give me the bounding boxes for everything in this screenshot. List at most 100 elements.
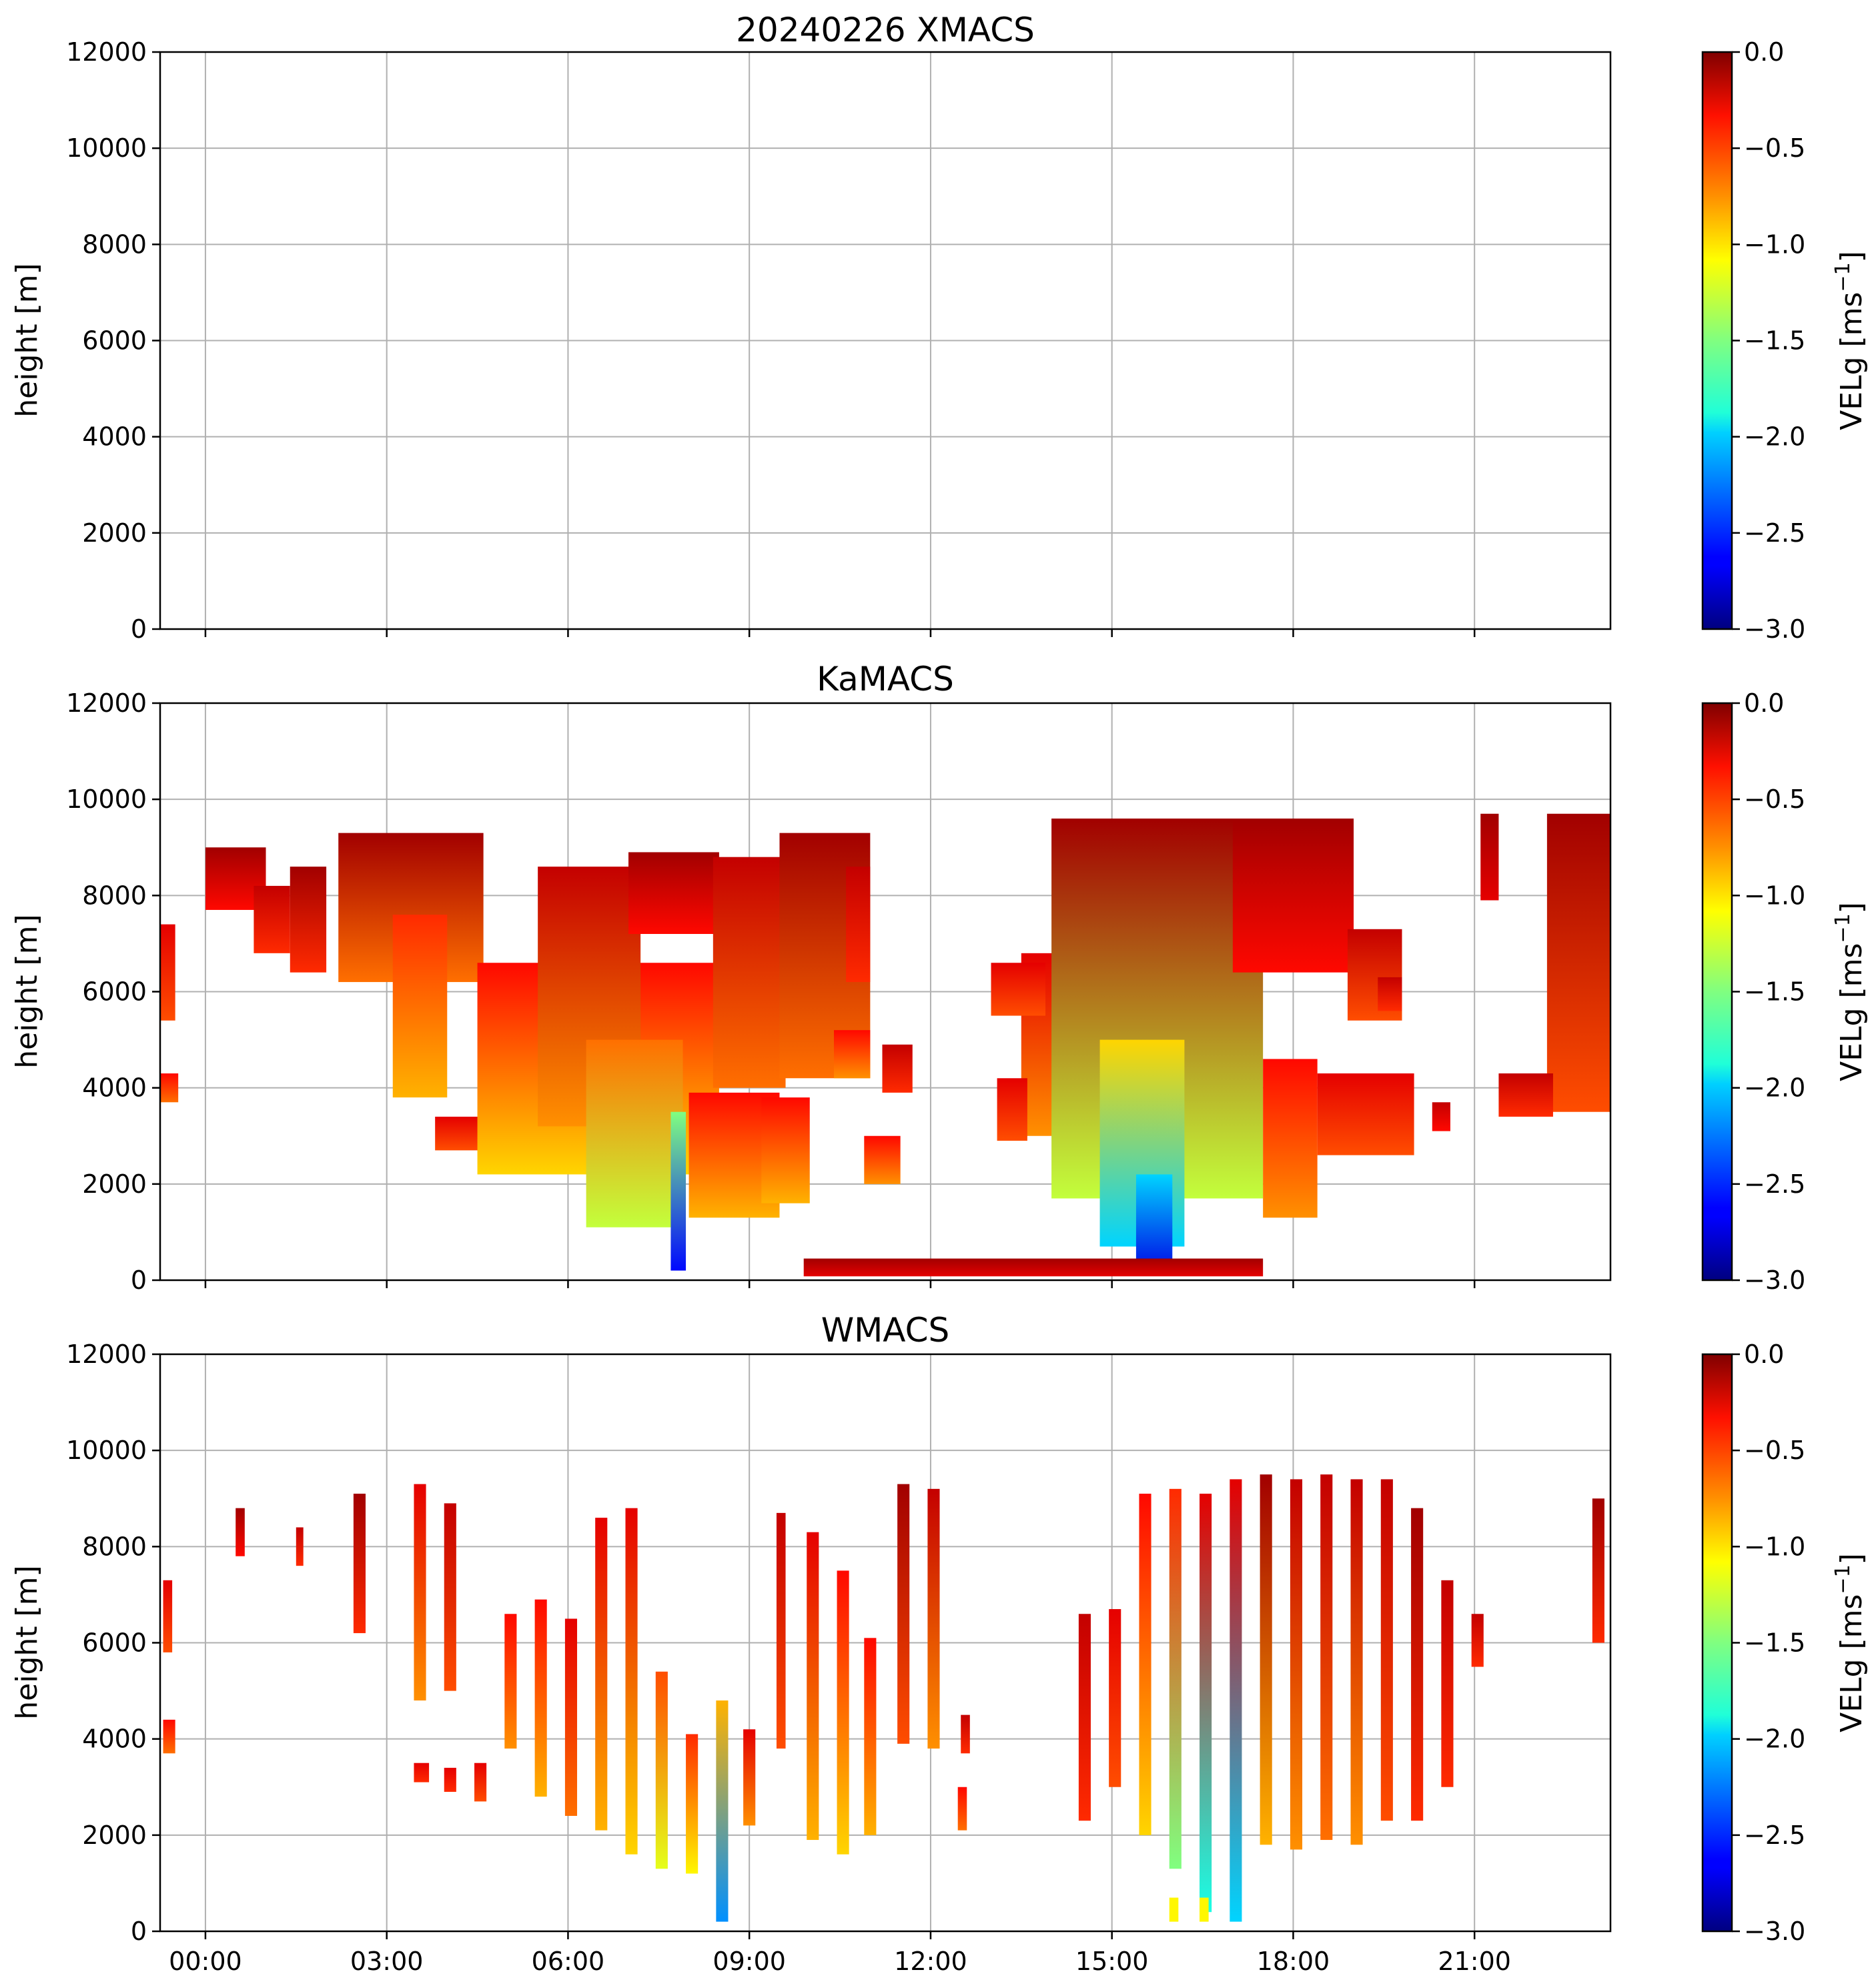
colorbar-tick-label: −2.0 (1744, 422, 1805, 452)
colorbar-tick-label: −1.5 (1744, 326, 1805, 356)
y-tick-label: 4000 (82, 1724, 147, 1754)
echo-region (1109, 1609, 1121, 1787)
y-axis-label: height [m] (10, 263, 44, 417)
colorbar-label: VELg [ms−1] (1831, 1553, 1869, 1732)
y-axis: 0 2000 4000 6000 8000 10000 12000 (66, 1340, 160, 1946)
echo-region (474, 1763, 487, 1802)
echo-region (1471, 1614, 1484, 1667)
echo-region (1350, 1479, 1363, 1845)
colorbar-tick-label: −1.5 (1744, 1628, 1805, 1658)
echo-region (864, 1638, 877, 1835)
echo-region (655, 1671, 668, 1869)
echo-region (846, 867, 871, 983)
colorbar-tick-label: −1.0 (1744, 1532, 1805, 1561)
echo-region (534, 1599, 547, 1797)
echo-region (1498, 1073, 1553, 1117)
echo-region (743, 1729, 756, 1826)
y-tick-label: 6000 (82, 1628, 147, 1658)
x-axis (204, 1280, 1476, 1288)
y-tick-label: 8000 (82, 229, 147, 259)
echo-region (444, 1767, 456, 1792)
y-tick-label: 0 (131, 614, 147, 644)
colorbar: 0.0 −0.5 −1.0 −1.5 −2.0 −2.5 −3.0 VELg [ms−1] (1701, 688, 1869, 1295)
y-tick-label: 6000 (82, 977, 147, 1007)
y-tick-label: 2000 (82, 1169, 147, 1199)
echo-region (1432, 1102, 1450, 1131)
echo-region (1232, 819, 1354, 973)
x-tick-label: 09:00 (713, 1947, 786, 1976)
y-tick-label: 8000 (82, 1532, 147, 1561)
echo-region (957, 1787, 967, 1831)
y-tick-label: 10000 (66, 1436, 147, 1465)
colorbar-tick-label: −3.0 (1744, 614, 1805, 644)
echo-region (1200, 1494, 1212, 1913)
colorbar-label-end: ] (1835, 1553, 1869, 1564)
y-tick-label: 12000 (66, 688, 147, 718)
colorbar-tick-label: −2.0 (1744, 1073, 1805, 1103)
echo-region (1263, 1059, 1318, 1218)
colorbar-gradient (1703, 52, 1732, 629)
echo-region (897, 1484, 910, 1744)
echo-region (1592, 1498, 1604, 1643)
colorbar-tick-label: 0.0 (1744, 1340, 1784, 1369)
colorbar-gradient (1703, 1354, 1732, 1931)
colorbar-tick-label: 0.0 (1744, 688, 1784, 718)
y-tick-label: 0 (131, 1266, 147, 1295)
x-tick-label: 15:00 (1075, 1947, 1149, 1976)
echo-region (716, 1700, 729, 1922)
echo-region (1546, 813, 1610, 1112)
colorbar-tick-label: −3.0 (1744, 1917, 1805, 1946)
panel-title: 20240226 XMACS (736, 11, 1035, 49)
x-axis: 00:00 03:00 06:00 09:00 12:00 15:00 18:00 21:00 (169, 1931, 1511, 1976)
x-tick-label: 21:00 (1438, 1947, 1511, 1976)
x-axis (204, 629, 1476, 637)
panel-title: KaMACS (817, 660, 954, 698)
echo-layer (160, 813, 1610, 1277)
y-axis-label: height [m] (10, 1565, 44, 1719)
y-tick-label: 4000 (82, 1073, 147, 1103)
colorbar-label-main: VELg [ms (1835, 943, 1869, 1081)
colorbar: 0.0 −0.5 −1.0 −1.5 −2.0 −2.5 −3.0 VELg [ms−1] (1701, 37, 1869, 644)
echo-region (504, 1614, 517, 1749)
echo-region (1290, 1479, 1303, 1850)
panel-kamacs: KaMACS 0 2000 4000 6000 8000 10000 12000 heigh… (10, 660, 1869, 1295)
echo-region (160, 924, 175, 1021)
colorbar-label-end: ] (1835, 902, 1869, 913)
panel-title: WMACS (821, 1311, 950, 1350)
colorbar-tick-label: −0.5 (1744, 785, 1805, 814)
colorbar-gradient (1703, 703, 1732, 1280)
colorbar-tick-label: −2.5 (1744, 1169, 1805, 1199)
colorbar-label-main: VELg [ms (1835, 292, 1869, 430)
colorbar-tick-label: −2.5 (1744, 518, 1805, 548)
echo-region (1169, 1488, 1182, 1869)
echo-region (807, 1532, 819, 1841)
colorbar-label-end: ] (1835, 251, 1869, 262)
echo-region (435, 1116, 484, 1151)
y-tick-label: 10000 (66, 133, 147, 163)
echo-region (414, 1763, 430, 1783)
colorbar-tick-label: −1.0 (1744, 229, 1805, 259)
echo-region (414, 1484, 426, 1700)
echo-region (296, 1527, 304, 1566)
echo-region (927, 1488, 940, 1749)
echo-region (776, 1512, 786, 1749)
echo-region (628, 852, 719, 934)
echo-region (686, 1734, 698, 1874)
echo-layer (163, 1474, 1604, 1922)
echo-region (997, 1078, 1027, 1141)
x-tick-label: 00:00 (169, 1947, 242, 1976)
echo-region (254, 885, 290, 953)
y-tick-label: 12000 (66, 37, 147, 67)
echo-region (290, 867, 327, 973)
y-axis: 0 2000 4000 6000 8000 10000 12000 (66, 688, 160, 1295)
echo-region (1441, 1580, 1454, 1787)
echo-region (1411, 1508, 1424, 1821)
echo-region (670, 1111, 686, 1271)
echo-region (1480, 813, 1499, 901)
echo-region (991, 963, 1046, 1016)
echo-region (444, 1503, 456, 1691)
x-tick-label: 18:00 (1257, 1947, 1330, 1976)
x-tick-label: 06:00 (532, 1947, 605, 1976)
colorbar-tick-label: −2.5 (1744, 1821, 1805, 1850)
